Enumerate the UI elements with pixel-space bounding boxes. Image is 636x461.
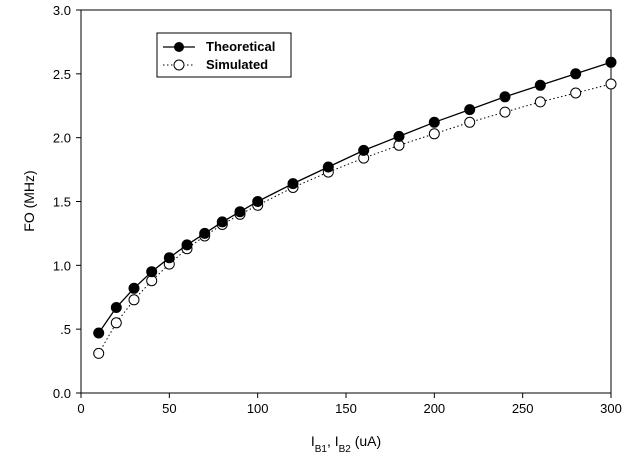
y-tick-label: 0.0 bbox=[53, 386, 71, 401]
theoretical-point bbox=[287, 178, 299, 190]
series-simulated bbox=[93, 78, 617, 359]
theoretical-point bbox=[428, 116, 440, 128]
theoretical-point bbox=[199, 227, 211, 239]
x-axis-label: IB1, IB2 (uA) bbox=[311, 433, 381, 455]
plot-area: 0 50 100 150 200 250 300 0.0 .5 1.0 1.5 2.0 2.5 3.0 bbox=[53, 3, 622, 416]
theoretical-point bbox=[216, 216, 228, 228]
x-tick-label: 0 bbox=[77, 401, 84, 416]
y-tick-label: 1.0 bbox=[53, 258, 71, 273]
theoretical-point bbox=[93, 327, 105, 339]
x-axis-label-sub2: B2 bbox=[339, 444, 352, 455]
simulated-point bbox=[534, 96, 546, 108]
theoretical-point bbox=[128, 282, 140, 294]
simulated-point bbox=[93, 347, 105, 359]
legend-theoretical-label: Theoretical bbox=[206, 39, 275, 54]
legend-theoretical-marker bbox=[174, 42, 184, 52]
simulated-point bbox=[428, 128, 440, 140]
theoretical-point bbox=[146, 266, 158, 278]
y-axis-ticks: 0.0 .5 1.0 1.5 2.0 2.5 3.0 bbox=[53, 3, 81, 401]
simulated-point bbox=[605, 78, 617, 90]
theoretical-line bbox=[98, 61, 612, 334]
legend-simulated-marker bbox=[173, 59, 185, 71]
simulated-point bbox=[110, 317, 122, 329]
theoretical-point bbox=[393, 130, 405, 142]
simulated-point bbox=[464, 116, 476, 128]
simulated-point bbox=[499, 106, 511, 118]
legend: Theoretical Simulated bbox=[156, 32, 292, 78]
y-axis-label: FO (MHz) bbox=[21, 170, 37, 231]
simulated-line bbox=[98, 83, 612, 354]
x-axis-label-sub1: B1 bbox=[315, 444, 328, 455]
x-tick-label: 150 bbox=[335, 401, 357, 416]
x-tick-label: 50 bbox=[162, 401, 176, 416]
y-tick-label: 3.0 bbox=[53, 3, 71, 18]
theoretical-point bbox=[358, 144, 370, 156]
theoretical-point bbox=[181, 239, 193, 251]
series-theoretical bbox=[93, 56, 617, 339]
x-axis-label-main: I bbox=[311, 433, 315, 449]
theoretical-point bbox=[464, 104, 476, 116]
theoretical-point bbox=[234, 206, 246, 218]
theoretical-point bbox=[534, 79, 546, 91]
y-tick-label: .5 bbox=[60, 322, 71, 337]
theoretical-point bbox=[605, 56, 617, 68]
simulated-point bbox=[570, 87, 582, 99]
x-axis-ticks: 0 50 100 150 200 250 300 bbox=[77, 393, 622, 416]
theoretical-point bbox=[322, 161, 334, 173]
x-tick-label: 200 bbox=[423, 401, 445, 416]
theoretical-point bbox=[110, 302, 122, 313]
x-tick-label: 300 bbox=[600, 401, 622, 416]
theoretical-point bbox=[163, 252, 175, 264]
x-axis-label-end: (uA) bbox=[351, 433, 381, 449]
x-tick-label: 250 bbox=[512, 401, 534, 416]
theoretical-point bbox=[252, 196, 264, 207]
series-layer bbox=[93, 56, 617, 359]
x-tick-label: 100 bbox=[247, 401, 269, 416]
x-axis-label-mid: , I bbox=[327, 433, 339, 449]
legend-simulated-label: Simulated bbox=[206, 57, 268, 72]
theoretical-point bbox=[499, 91, 511, 103]
y-tick-label: 2.5 bbox=[53, 67, 71, 82]
simulated-point bbox=[128, 294, 140, 306]
y-tick-label: 1.5 bbox=[53, 195, 71, 210]
theoretical-point bbox=[570, 68, 582, 80]
y-tick-label: 2.0 bbox=[53, 131, 71, 146]
